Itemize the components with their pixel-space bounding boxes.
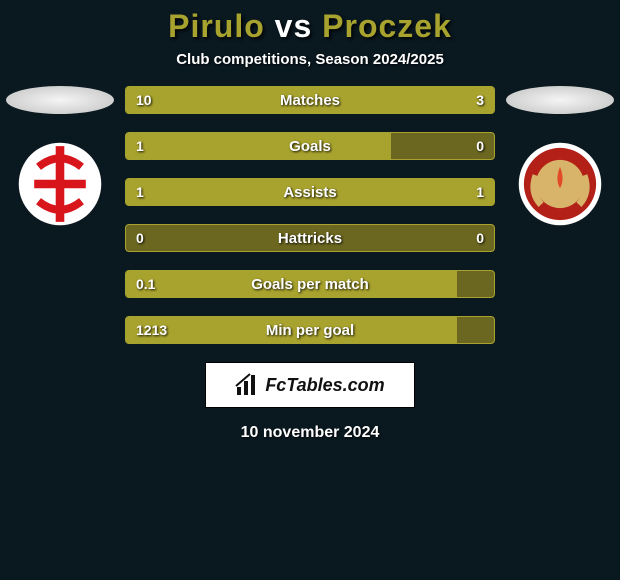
title-player-right: Proczek xyxy=(322,8,452,44)
club-logo-left-svg xyxy=(17,141,103,227)
page-title: Pirulo vs Proczek xyxy=(168,8,452,45)
bar-fill-right xyxy=(310,179,494,205)
club-logo-right xyxy=(510,134,610,234)
bar-row: Goals per match0.1 xyxy=(125,270,495,298)
branding-box: FcTables.com xyxy=(205,362,415,408)
player-photo-left xyxy=(6,86,114,114)
bar-fill-left xyxy=(126,271,457,297)
player-column-left xyxy=(0,86,120,234)
bar-fill-left xyxy=(126,87,384,113)
comparison-bars: Matches103Goals10Assists11Hattricks00Goa… xyxy=(125,86,495,344)
bar-label: Hattricks xyxy=(126,225,494,251)
bar-fill-left xyxy=(126,179,310,205)
bar-fill-right xyxy=(384,87,494,113)
footer-date: 10 november 2024 xyxy=(241,424,380,442)
player-photo-right xyxy=(506,86,614,114)
bar-fill-left xyxy=(126,133,391,159)
club-logo-right-svg xyxy=(517,141,603,227)
bar-row: Goals10 xyxy=(125,132,495,160)
bar-value-right: 0 xyxy=(476,225,484,251)
bar-row: Min per goal1213 xyxy=(125,316,495,344)
subtitle: Club competitions, Season 2024/2025 xyxy=(176,51,444,68)
branding-chart-icon xyxy=(235,373,259,397)
bar-value-right: 0 xyxy=(476,133,484,159)
bar-row: Matches103 xyxy=(125,86,495,114)
bar-row: Assists11 xyxy=(125,178,495,206)
bar-row: Hattricks0 0 xyxy=(125,224,495,252)
branding-text: FcTables.com xyxy=(265,375,384,396)
bar-value-left: 0 xyxy=(136,225,144,251)
club-logo-left xyxy=(10,134,110,234)
title-vs: vs xyxy=(275,8,313,44)
chart-area: Matches103Goals10Assists11Hattricks00Goa… xyxy=(0,86,620,344)
player-column-right xyxy=(500,86,620,234)
title-player-left: Pirulo xyxy=(168,8,265,44)
bar-fill-left xyxy=(126,317,457,343)
infographic-container: Pirulo vs Proczek Club competitions, Sea… xyxy=(0,0,620,580)
